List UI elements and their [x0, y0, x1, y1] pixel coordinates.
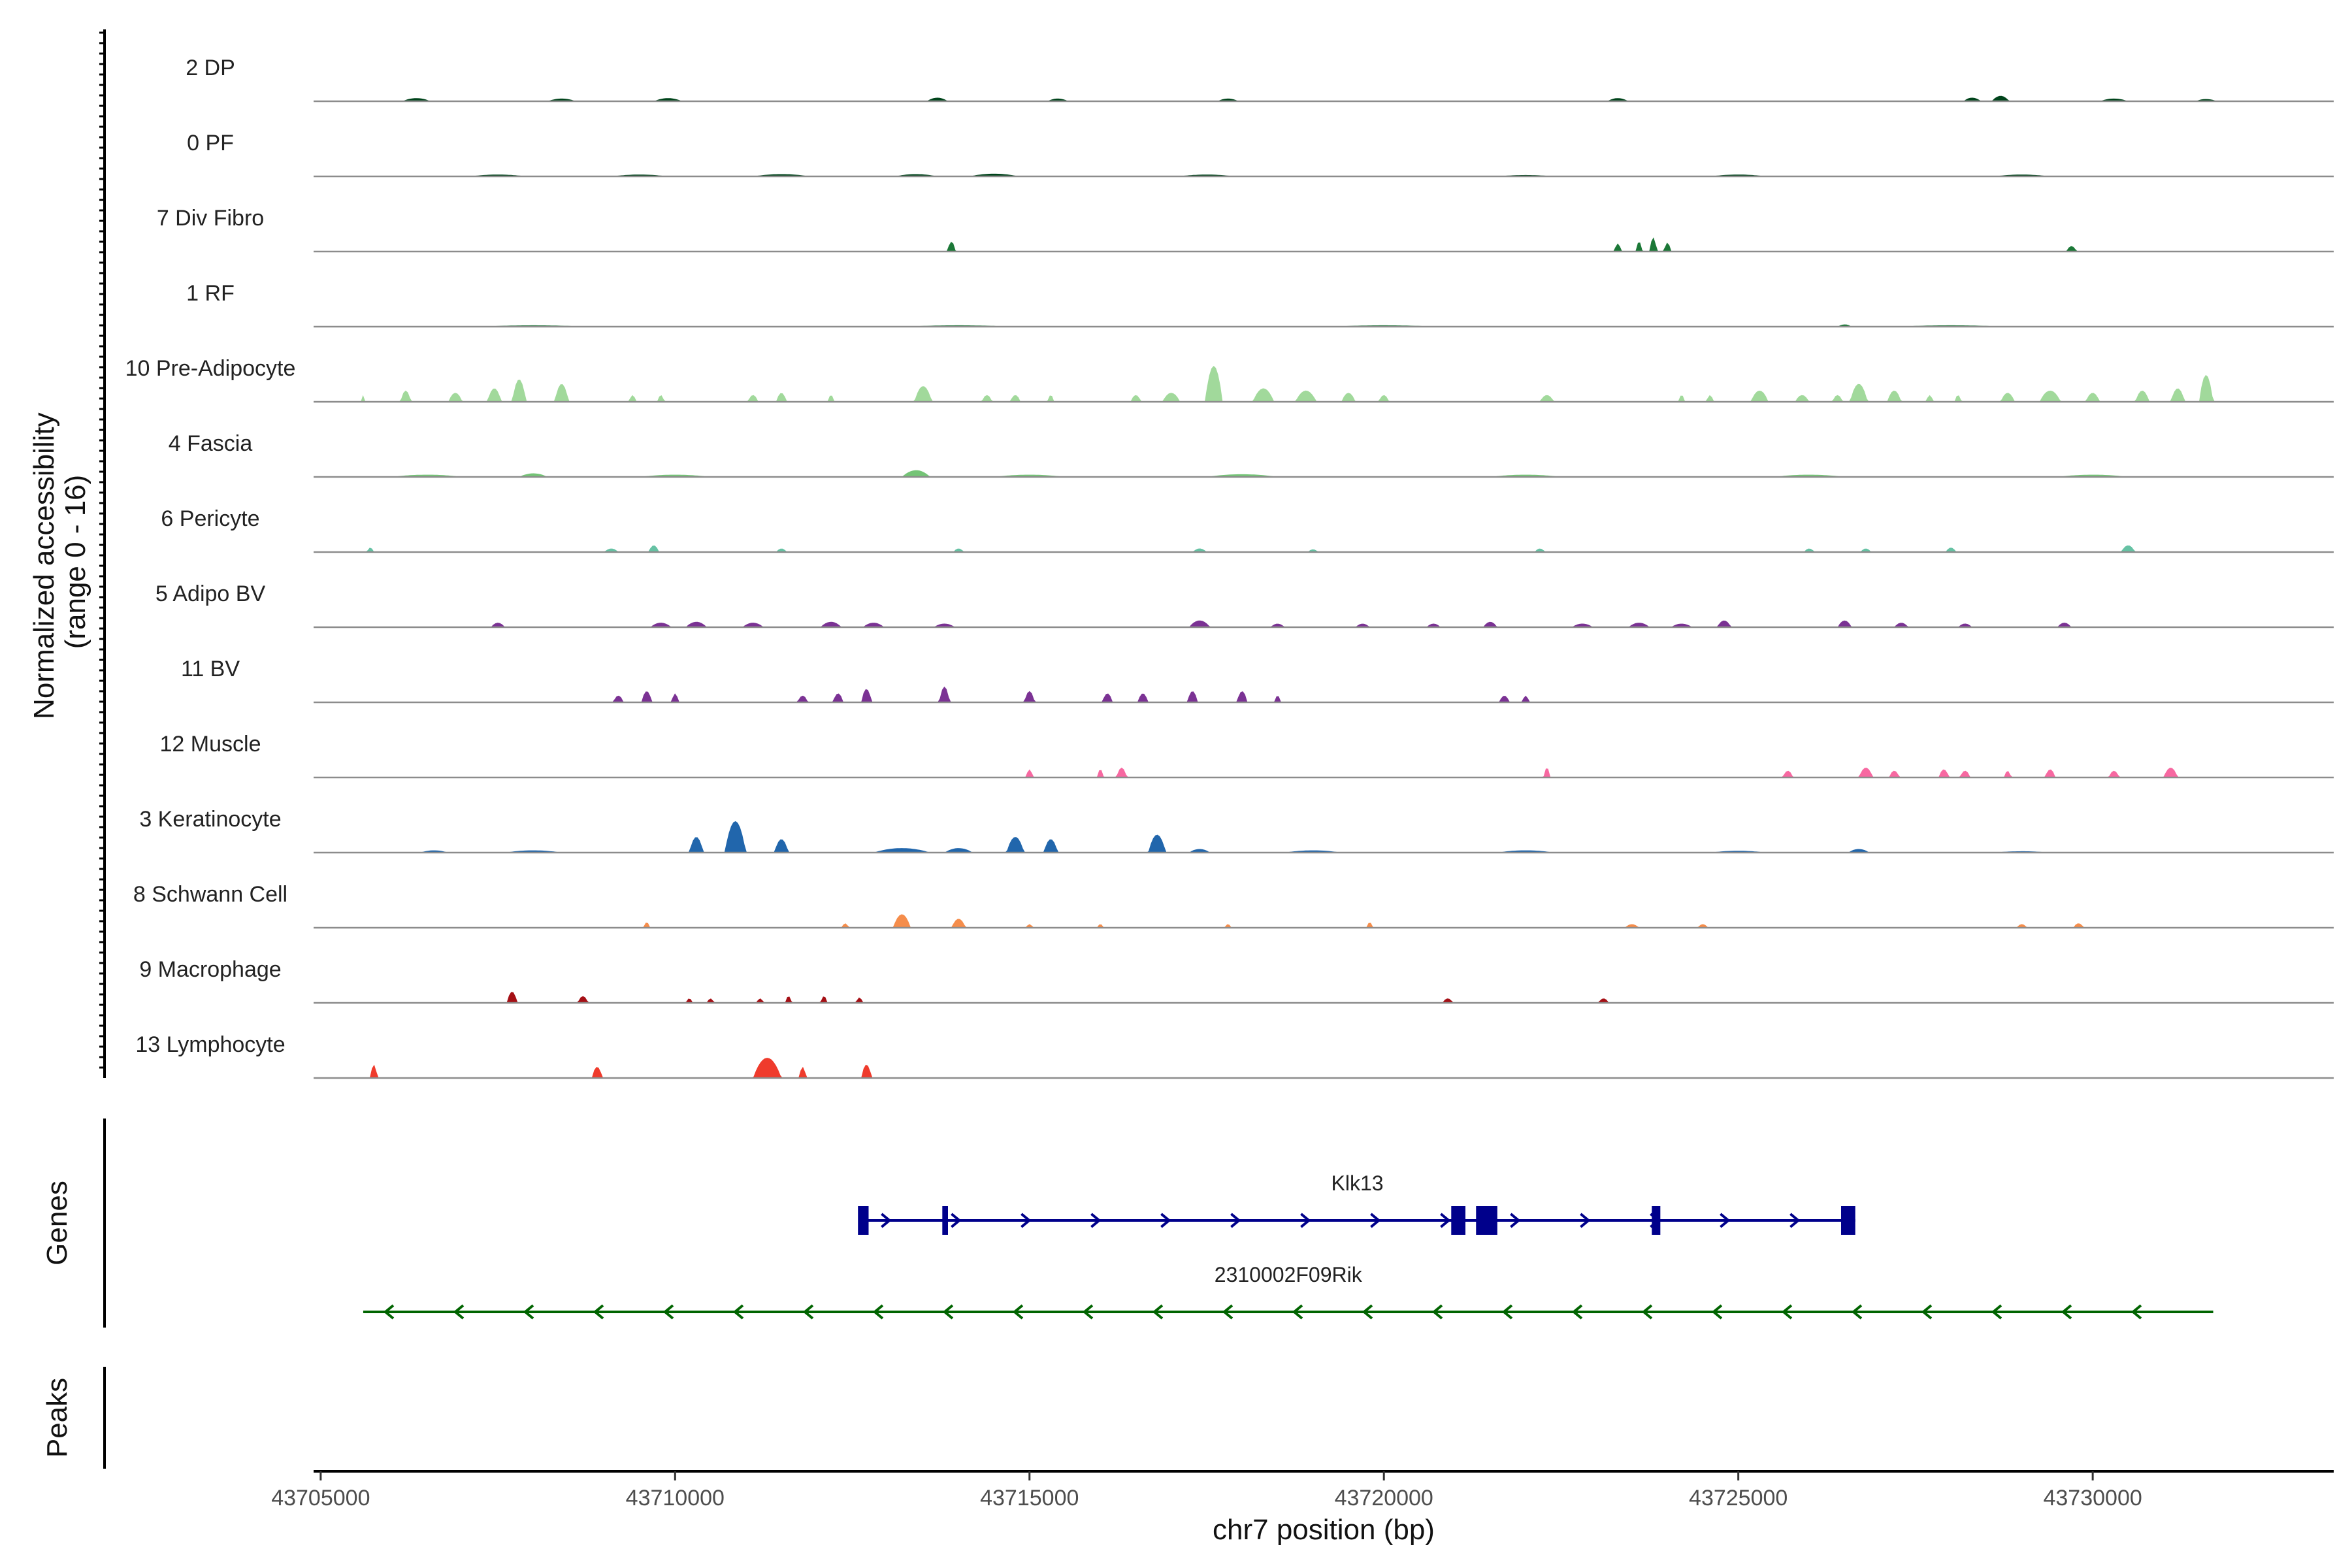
strand-arrow	[1991, 1304, 2002, 1320]
strand-arrow	[1501, 1304, 1513, 1320]
gene-label-2310002f09rik: 2310002F09Rik	[1215, 1263, 1363, 1286]
exon	[1451, 1206, 1465, 1235]
accessibility-y-axis-ticks	[99, 31, 105, 1069]
track-label-7-div-fibro: 7 Div Fibro	[157, 206, 264, 231]
gene-2310002f09rik: 2310002F09Rik	[363, 1263, 2213, 1320]
strand-arrow	[732, 1304, 744, 1320]
track-label-3-keratinocyte: 3 Keratinocyte	[139, 807, 281, 832]
coverage-tracks	[314, 95, 2334, 1079]
coverage-area-10-pre-adipocyte	[314, 366, 2334, 402]
coverage-area-9-macrophage	[314, 992, 2334, 1003]
strand-arrow	[1571, 1304, 1583, 1320]
strand-arrow	[2061, 1304, 2072, 1320]
exon	[1476, 1206, 1497, 1235]
exon	[1652, 1206, 1661, 1235]
strand-arrow	[1370, 1213, 1381, 1228]
track-12-muscle	[314, 767, 2334, 779]
strand-arrow	[1641, 1304, 1653, 1320]
gene-label-klk13: Klk13	[1331, 1171, 1384, 1195]
strand-arrow	[662, 1304, 674, 1320]
track-5-adipo-bv	[314, 620, 2334, 629]
strand-arrow	[1021, 1213, 1032, 1228]
accessibility-y-axis-title-line2: (range 0 - 16)	[59, 475, 91, 649]
strand-arrow	[1720, 1213, 1731, 1228]
track-label-4-fascia: 4 Fascia	[169, 431, 253, 456]
strand-arrow	[872, 1304, 884, 1320]
track-label-1-rf: 1 RF	[186, 281, 235, 306]
track-labels: 2 DP 0 PF 7 Div Fibro 1 RF 10 Pre-Adipocyte 4…	[125, 56, 296, 1057]
strand-arrow	[1431, 1304, 1443, 1320]
strand-arrow	[951, 1213, 962, 1228]
strand-arrow	[1160, 1213, 1171, 1228]
strand-arrow	[1300, 1213, 1311, 1228]
track-0-pf	[314, 173, 2334, 178]
strand-arrow	[1292, 1304, 1303, 1320]
track-7-div-fibro	[314, 237, 2334, 253]
accessibility-y-axis-title-line1: Normalized accessibility	[28, 412, 60, 719]
strand-arrow	[1440, 1213, 1451, 1228]
track-label-0-pf: 0 PF	[187, 131, 234, 155]
strand-arrow	[1082, 1304, 1094, 1320]
gene-annotations: Klk13 2310002F09Rik	[363, 1171, 2213, 1320]
track-6-pericyte	[314, 545, 2334, 553]
gene-klk13: Klk13	[858, 1171, 1855, 1235]
strand-arrow	[523, 1304, 534, 1320]
track-2-dp	[314, 95, 2334, 103]
track-8-schwann-cell	[314, 914, 2334, 929]
track-3-keratinocyte	[314, 821, 2334, 854]
strand-arrow	[1921, 1304, 1933, 1320]
track-9-macrophage	[314, 992, 2334, 1004]
strand-arrow	[1711, 1304, 1723, 1320]
strand-arrow	[453, 1304, 465, 1320]
track-4-fascia	[314, 470, 2334, 478]
x-axis-ticks: 43705000 43710000 43715000 43720000 43725000…	[271, 1471, 2142, 1511]
track-label-11-bv: 11 BV	[181, 657, 240, 681]
x-axis-title: chr7 position (bp)	[1213, 1514, 1435, 1546]
track-label-2-dp: 2 DP	[186, 56, 235, 80]
strand-arrow	[1152, 1304, 1164, 1320]
track-10-pre-adipocyte	[314, 366, 2334, 403]
track-1-rf	[314, 324, 2334, 328]
x-tick-label: 43715000	[980, 1486, 1079, 1511]
strand-arrow	[1222, 1304, 1233, 1320]
strand-arrow	[942, 1304, 954, 1320]
track-label-13-lymphocyte: 13 Lymphocyte	[135, 1032, 285, 1057]
track-label-6-pericyte: 6 Pericyte	[161, 506, 259, 531]
x-tick-label: 43725000	[1689, 1486, 1788, 1511]
strand-arrow	[1510, 1213, 1521, 1228]
accessibility-y-axis-title: Normalized accessibility (range 0 - 16)	[28, 404, 91, 719]
strand-arrow	[802, 1304, 814, 1320]
strand-arrow	[1580, 1213, 1591, 1228]
genes-axis-title: Genes	[41, 1181, 73, 1266]
x-tick-label: 43730000	[2043, 1486, 2142, 1511]
track-13-lymphocyte	[314, 1058, 2334, 1079]
strand-arrow	[2131, 1304, 2142, 1320]
strand-arrow	[1012, 1304, 1024, 1320]
strand-arrow	[1851, 1304, 1863, 1320]
track-label-10-pre-adipocyte: 10 Pre-Adipocyte	[125, 356, 296, 381]
strand-arrow	[1090, 1213, 1102, 1228]
strand-arrow	[1230, 1213, 1241, 1228]
strand-arrow	[593, 1304, 604, 1320]
strand-arrow	[383, 1304, 395, 1320]
track-11-bv	[314, 686, 2334, 704]
exon	[942, 1206, 948, 1235]
exon	[858, 1206, 869, 1235]
strand-arrow	[1362, 1304, 1373, 1320]
peaks-axis-title: Peaks	[41, 1378, 73, 1458]
track-label-12-muscle: 12 Muscle	[160, 732, 261, 757]
strand-arrow	[1781, 1304, 1793, 1320]
x-tick-label: 43720000	[1335, 1486, 1433, 1511]
strand-arrow	[881, 1213, 892, 1228]
x-tick-label: 43705000	[271, 1486, 370, 1511]
track-label-5-adipo-bv: 5 Adipo BV	[155, 581, 266, 606]
track-label-9-macrophage: 9 Macrophage	[139, 957, 281, 982]
x-tick-label: 43710000	[626, 1486, 725, 1511]
exon	[1840, 1206, 1855, 1235]
track-label-8-schwann-cell: 8 Schwann Cell	[133, 882, 287, 907]
strand-arrow	[1789, 1213, 1801, 1228]
